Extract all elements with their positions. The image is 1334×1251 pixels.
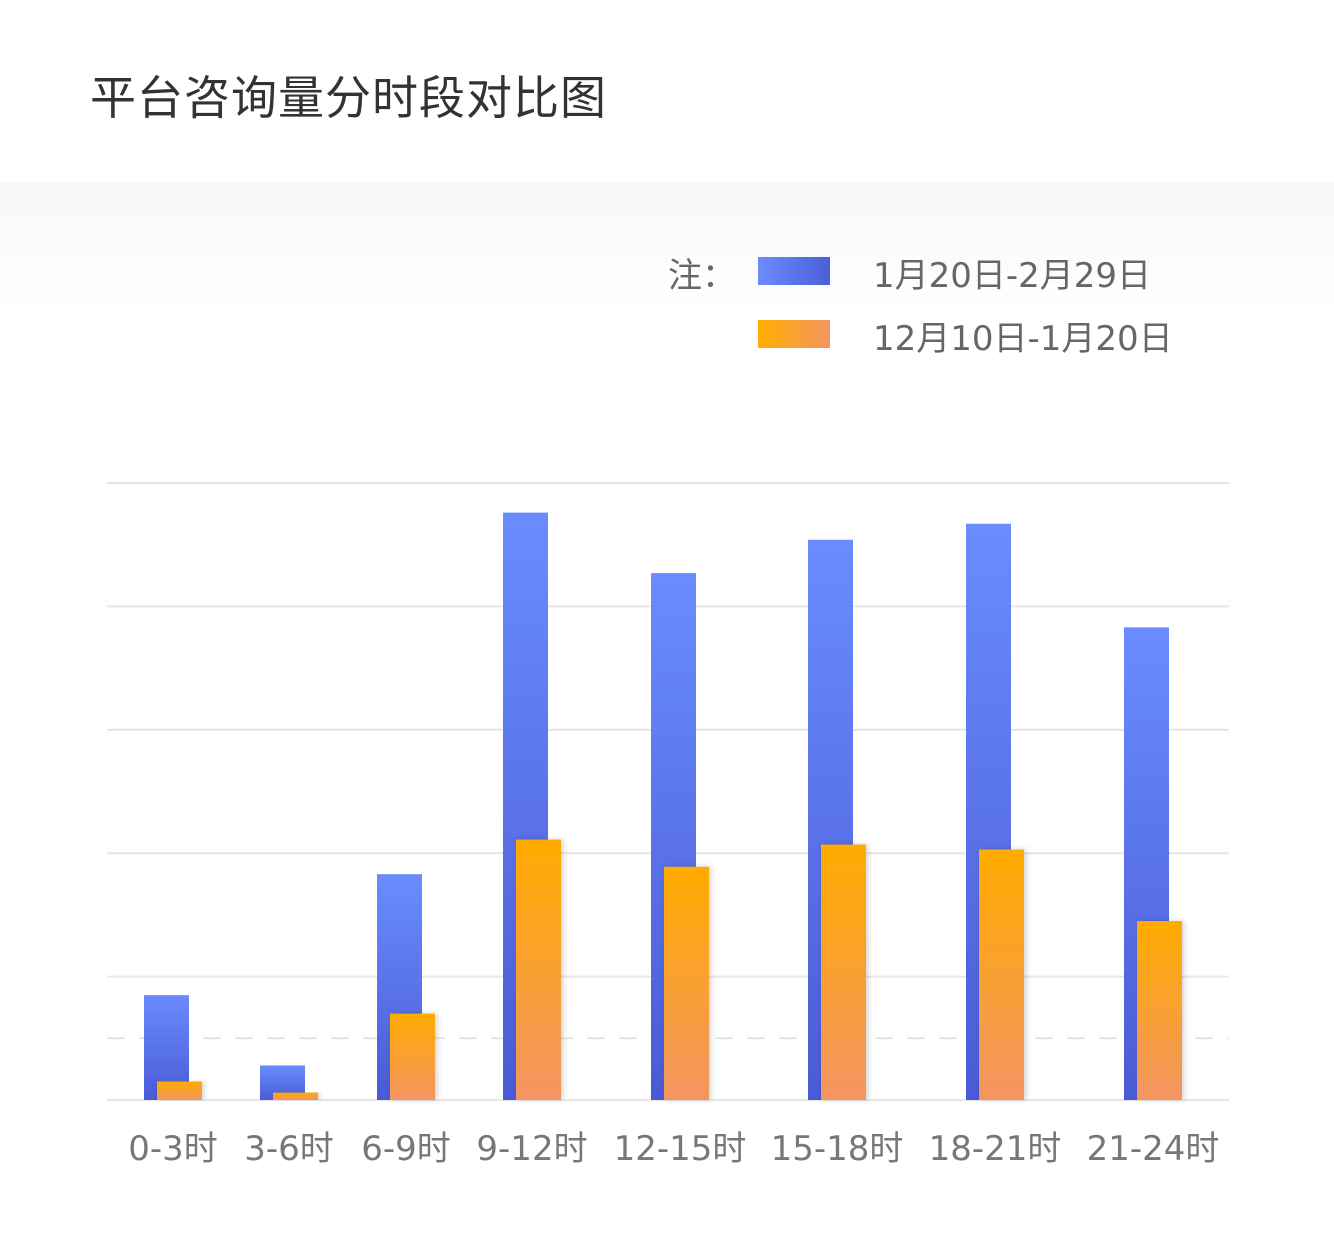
bar-series-2-18-21时	[979, 849, 1024, 1100]
bar-series-2-3-6时	[273, 1092, 318, 1100]
x-tick-label: 0-3时	[128, 1129, 218, 1169]
x-tick-label: 21-24时	[1087, 1129, 1220, 1169]
bar-series-2-9-12时	[516, 839, 561, 1100]
x-tick-label: 9-12时	[476, 1129, 587, 1169]
x-tick-label: 18-21时	[929, 1129, 1062, 1169]
bar-series-2-21-24时	[1137, 921, 1182, 1100]
chart-title: 平台咨询量分时段对比图	[90, 71, 607, 125]
x-tick-label: 15-18时	[771, 1129, 904, 1169]
legend-label-series-1: 1月20日-2月29日	[873, 256, 1152, 296]
x-tick-label: 3-6时	[244, 1129, 334, 1169]
legend-note: 注：	[668, 256, 736, 296]
header-band	[0, 182, 1334, 312]
x-tick-label: 12-15时	[614, 1129, 747, 1169]
legend-swatch-series-1	[758, 257, 830, 285]
x-tick-label: 6-9时	[361, 1129, 451, 1169]
bar-series-2-12-15时	[664, 866, 709, 1100]
bar-series-2-0-3时	[157, 1081, 202, 1100]
legend-swatch-series-2	[758, 320, 830, 348]
legend-label-series-2: 12月10日-1月20日	[873, 319, 1173, 359]
bar-series-2-15-18时	[821, 844, 866, 1100]
bar-series-2-6-9时	[390, 1013, 435, 1100]
